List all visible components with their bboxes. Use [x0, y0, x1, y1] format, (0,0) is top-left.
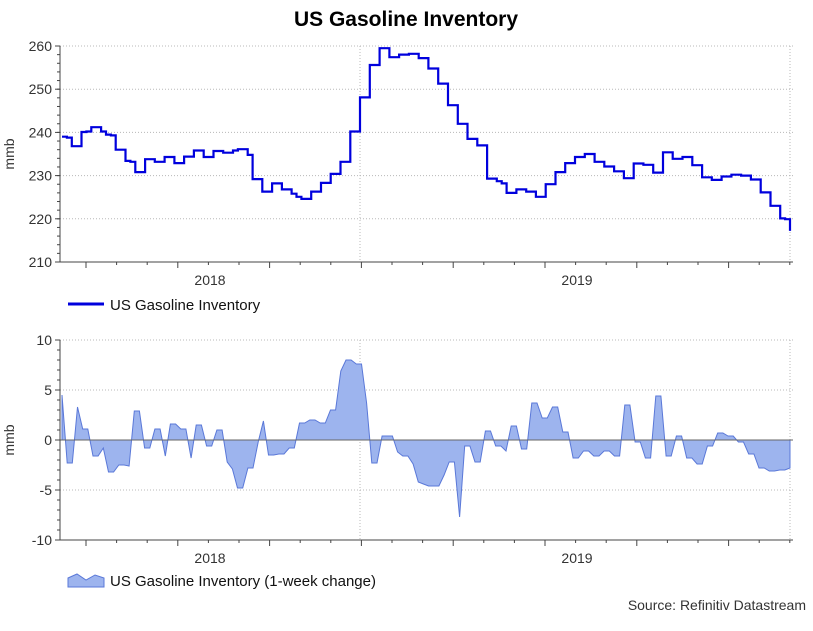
bottom-ytick-label: 0 — [44, 432, 52, 448]
top-x-axis-ticks: 2018 2019 — [85, 262, 791, 288]
bottom-legend: US Gasoline Inventory (1-week change) — [67, 573, 376, 590]
top-ytick-label: 260 — [29, 38, 53, 54]
bottom-legend-label: US Gasoline Inventory (1-week change) — [110, 573, 376, 590]
top-ytick-label: 250 — [29, 81, 53, 97]
top-ytick-label: 220 — [29, 211, 53, 227]
bottom-y-axis-ticks: -10 -5 0 5 10 — [32, 332, 60, 548]
bottom-y-axis-label: mmb — [1, 424, 17, 455]
top-ytick-label: 240 — [29, 124, 53, 140]
top-ytick-label: 230 — [29, 168, 53, 184]
top-legend-label: US Gasoline Inventory — [110, 297, 261, 314]
top-y-axis-label: mmb — [1, 138, 17, 169]
top-ytick-label: 210 — [29, 254, 53, 270]
weekly-change-area — [61, 359, 791, 518]
source-note: Source: Refinitiv Datastream — [628, 597, 806, 613]
bottom-legend-swatch — [67, 573, 105, 588]
bottom-ytick-label: 10 — [36, 332, 52, 348]
bottom-ytick-label: 5 — [44, 382, 52, 398]
top-legend: US Gasoline Inventory — [68, 297, 261, 314]
top-y-axis-ticks: 210 220 230 240 250 260 — [29, 38, 60, 270]
bottom-ytick-label: -10 — [32, 532, 52, 548]
top-gridlines — [60, 45, 793, 262]
bottom-x-axis-ticks: 2018 2019 — [85, 540, 791, 566]
top-xtick-label: 2018 — [194, 272, 225, 288]
inventory-line — [62, 47, 792, 231]
weekly-change-panel: -10 -5 0 5 10 2018 2019 mmb — [1, 332, 793, 566]
bottom-xtick-label: 2019 — [561, 550, 592, 566]
chart-title: US Gasoline Inventory — [294, 8, 518, 31]
inventory-level-panel: 210 220 230 240 250 260 2018 2019 mmb — [1, 38, 793, 288]
bottom-ytick-label: -5 — [40, 482, 53, 498]
top-xtick-label: 2019 — [561, 272, 592, 288]
bottom-xtick-label: 2018 — [194, 550, 225, 566]
